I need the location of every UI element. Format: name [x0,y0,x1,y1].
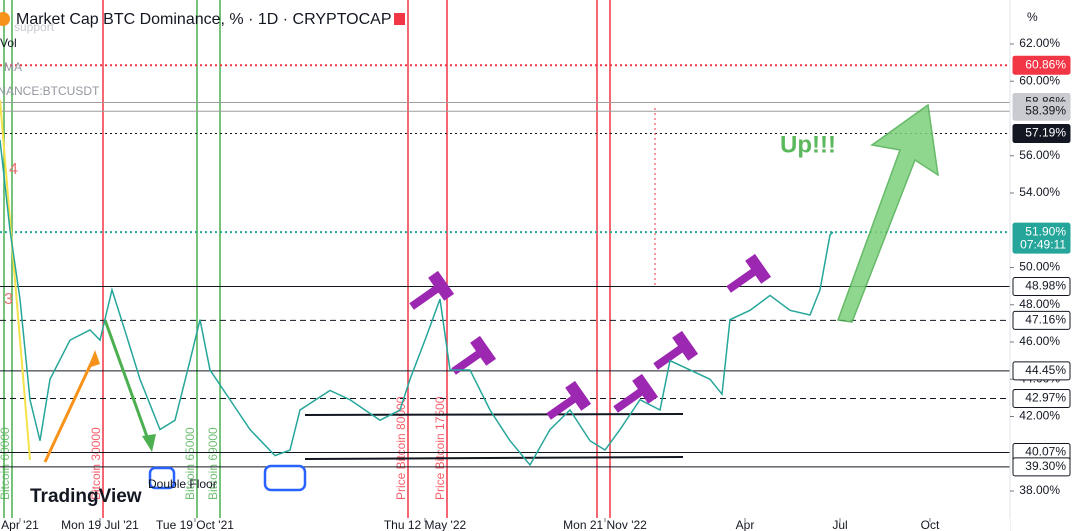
level-label: 57.19% [1025,126,1066,140]
y-tick-label: 56.00% [1019,148,1060,162]
orange-arrow [43,354,97,463]
level-label: 58.39% [1025,103,1066,117]
level-label: 40.07% [1025,445,1066,459]
green-arrow [103,319,152,446]
event-label: Bitcoin 30000 [89,427,103,500]
annotation-4: 4 [9,161,18,178]
y-tick-label: 54.00% [1019,185,1060,199]
event-label: Bitcoin 69000 [206,427,220,500]
hammers [409,253,772,420]
level-badge [1012,457,1071,477]
green-arrow-head [142,434,156,452]
unit: % [1027,10,1038,24]
event-label: Bitcoin 60000 [0,427,12,500]
level-badge [1012,55,1071,75]
level-badge [1012,222,1071,254]
level-badge [1012,388,1071,408]
level-label: 44.45% [1025,363,1066,377]
x-tick-label: Mon 21 Nov '22 [563,518,647,531]
annotation-3: 3 [4,291,13,308]
level-badge [1012,124,1071,144]
brand: TradingView [30,486,142,507]
big-up-arrow [836,103,939,323]
level-label: 42.97% [1025,391,1066,405]
y-tick-label: 48.00% [1019,297,1060,311]
level-label: 48.98% [1025,279,1066,293]
time-axis [0,518,1010,531]
x-tick-label: Apr '21 [1,518,39,531]
level-badge [1012,101,1071,121]
yellow-line [0,99,31,461]
plot [0,139,834,467]
support-line [304,456,684,460]
event-lines: Bitcoin 60000 Bitcoin 30000 Bitcoin 65000 B… [0,0,611,518]
level-badge [1012,361,1071,381]
level-badge [1012,310,1071,330]
y-tick-label: 62.00% [1019,36,1060,50]
hand-icons [148,464,307,492]
legend-support: support [14,20,55,34]
chart-title: Market Cap BTC Dominance, % · 1D · CRYPT… [16,11,392,28]
event-label: Bitcoin 65000 [183,427,197,500]
y-tick-label: 38.00% [1019,483,1060,497]
event-label: Price Bitcoin 17500 [433,396,447,500]
x-tick-label: Mon 19 Jul '21 [61,518,139,531]
y-tick-label: 42.00% [1019,409,1060,423]
flag [394,13,405,25]
axes: 62.00% 60.00% 56.00% 54.00% 50.00% 48.00% 46.0… [1,36,1071,531]
level-label: 60.86% [1025,57,1066,71]
annotation-floor: Double Floor [148,477,217,491]
price-axis [1010,0,1080,531]
event-label: Price Bitcoin 80000 [394,396,408,500]
y-tick-label: 46.00% [1019,334,1060,348]
support-line [304,413,684,416]
legend-symbol: BINANCE:BTCUSDT [0,84,100,98]
annotation-up: Up!!! [780,131,836,158]
price-line [0,139,834,467]
y-tick-label: 60.00% [1019,73,1060,87]
level-label: 39.30% [1025,459,1066,473]
level-badge [1012,276,1071,296]
coin-icon [0,12,10,26]
x-tick-label: Thu 12 May '22 [384,518,467,531]
level-countdown: 07:49:11 [1020,237,1066,251]
orange-arrow-head [88,350,100,368]
x-tick-label: Apr [736,518,755,531]
y-tick-label: 50.00% [1019,260,1060,274]
x-tick-label: Oct [921,518,940,531]
level-label: 51.90% [1025,224,1066,238]
legend-vol: Vol [0,36,17,50]
x-tick-label: Tue 19 Oct '21 [156,518,234,531]
x-tick-label: Jul [832,518,847,531]
legend-ma: MA [4,60,22,74]
level-label: 47.16% [1025,313,1066,327]
